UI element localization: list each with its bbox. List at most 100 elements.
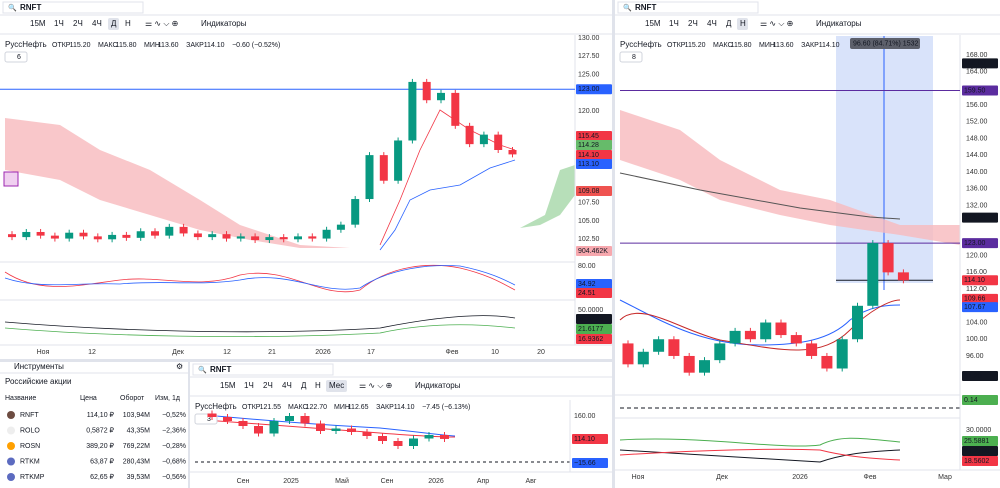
price-badge-label: 904.462K (578, 248, 608, 255)
ichimoku-cloud (620, 110, 960, 245)
cell: 43,35M (127, 427, 151, 434)
cell[interactable]: ROLO (20, 427, 40, 434)
time-label: 2026 (428, 478, 444, 485)
indicator-toggle[interactable] (4, 51, 28, 63)
timeframe[interactable]: 2Ч (688, 19, 698, 28)
settings-icon[interactable]: ⚙ (176, 362, 183, 371)
indicators-button[interactable]: Индикаторы (816, 19, 862, 28)
indicator-line (619, 299, 901, 346)
cell[interactable]: RNFT (20, 412, 39, 419)
candle (79, 232, 88, 237)
candle (316, 423, 325, 431)
ichimoku-cloud (5, 118, 350, 248)
timeframe[interactable]: Д (301, 381, 307, 390)
price-tick-label: 127.50 (578, 53, 600, 60)
timeframe[interactable]: 15M (30, 19, 46, 28)
candle (322, 229, 331, 239)
candle (222, 234, 231, 239)
tooltip (850, 38, 920, 49)
timeframe[interactable]: 15M (220, 381, 236, 390)
search-box[interactable] (617, 1, 759, 14)
list-name[interactable]: Российские акции (5, 377, 71, 386)
legend-item: МИН (759, 42, 775, 49)
candle (122, 234, 131, 238)
instrument-icon (7, 473, 15, 481)
legend-item: ЗАКР (801, 42, 819, 49)
indicator-count: 6 (17, 54, 21, 61)
cell[interactable]: RTKM (20, 458, 40, 465)
price-tick-label: 148.00 (966, 135, 988, 142)
price-badge-label: 114.10 (578, 152, 599, 159)
price-tick-label: 107.50 (578, 200, 600, 207)
candle (668, 339, 680, 356)
legend-item: 115.80 (731, 42, 752, 49)
indicator-toggle[interactable] (619, 51, 643, 63)
symbol: RNFT (635, 3, 656, 12)
indicators-button[interactable]: Индикаторы (201, 19, 247, 28)
timeframe[interactable]: Н (740, 19, 746, 28)
timeframe[interactable]: 2Ч (73, 19, 83, 28)
price-tick-label: 116.00 (966, 269, 987, 276)
price-tick-label: 132.00 (966, 202, 988, 209)
price-badge-label: 0.14 (964, 397, 978, 404)
timeframe[interactable]: 15M (645, 19, 661, 28)
candle (440, 435, 449, 439)
timeframe[interactable]: 1Ч (669, 19, 679, 28)
price-badge (962, 293, 998, 304)
price-badge-label: 159.50 (964, 87, 986, 94)
timeframe[interactable]: Н (125, 19, 131, 28)
timeframe[interactable]: 4Ч (92, 19, 102, 28)
marker (3, 171, 19, 187)
column-header: Цена (80, 395, 97, 402)
cell[interactable]: ROSN (20, 443, 40, 450)
timeframe[interactable]: 1Ч (244, 381, 254, 390)
timeframe[interactable]: 1Ч (54, 19, 64, 28)
candle (207, 413, 217, 417)
indicator-count: 3 (207, 416, 211, 423)
timeframe[interactable]: 4Ч (707, 19, 717, 28)
price-badge (962, 436, 998, 446)
timeframe[interactable]: Д (726, 19, 732, 28)
instrument-icon (7, 457, 15, 466)
candle (437, 92, 445, 101)
search-box[interactable] (2, 1, 144, 14)
macd-line (4, 315, 516, 333)
price-badge-label: 109.08 (578, 188, 600, 195)
price-badge (962, 371, 998, 382)
candle (494, 134, 503, 150)
time-label: 2026 (315, 349, 331, 356)
candle (714, 343, 726, 361)
price-tick-label: 102.50 (578, 236, 600, 243)
candle (394, 140, 403, 181)
price-tick-label: 120.00 (966, 252, 988, 259)
time-label: 21 (268, 349, 276, 356)
candle (637, 351, 649, 365)
price-badge-label: 123.00 (964, 240, 986, 247)
candle (308, 236, 317, 239)
price-badge-label: 16.9362 (578, 336, 603, 343)
cell[interactable]: RTKMP (20, 474, 45, 481)
bottom-panel (190, 362, 612, 488)
timeframe[interactable]: Д (111, 19, 117, 28)
timeframe[interactable]: 4Ч (282, 381, 292, 390)
timeframe[interactable]: Мес (329, 381, 344, 390)
candle (882, 243, 894, 273)
price-badge (962, 456, 998, 466)
timeframe[interactable]: Н (315, 381, 321, 390)
candle (852, 305, 863, 340)
indicators-button[interactable]: Индикаторы (415, 381, 461, 390)
timeframe[interactable]: 2Ч (263, 381, 273, 390)
time-label: 17 (367, 349, 375, 356)
ichimoku-cloud (520, 165, 575, 228)
indicator-line (619, 172, 901, 220)
toolbar-icon: ⚌ ∿ ⌵ ⊕ (359, 381, 392, 390)
search-box[interactable] (192, 363, 334, 376)
price-tick-label: 100.00 (966, 336, 988, 343)
candle (508, 149, 517, 155)
legend-item: −0.60 (−0.52%) (232, 42, 280, 49)
candle (265, 237, 274, 241)
cell: 0,5872 ₽ (86, 426, 114, 434)
price-badge-label: 34.92 (578, 281, 596, 288)
candle (236, 236, 245, 239)
